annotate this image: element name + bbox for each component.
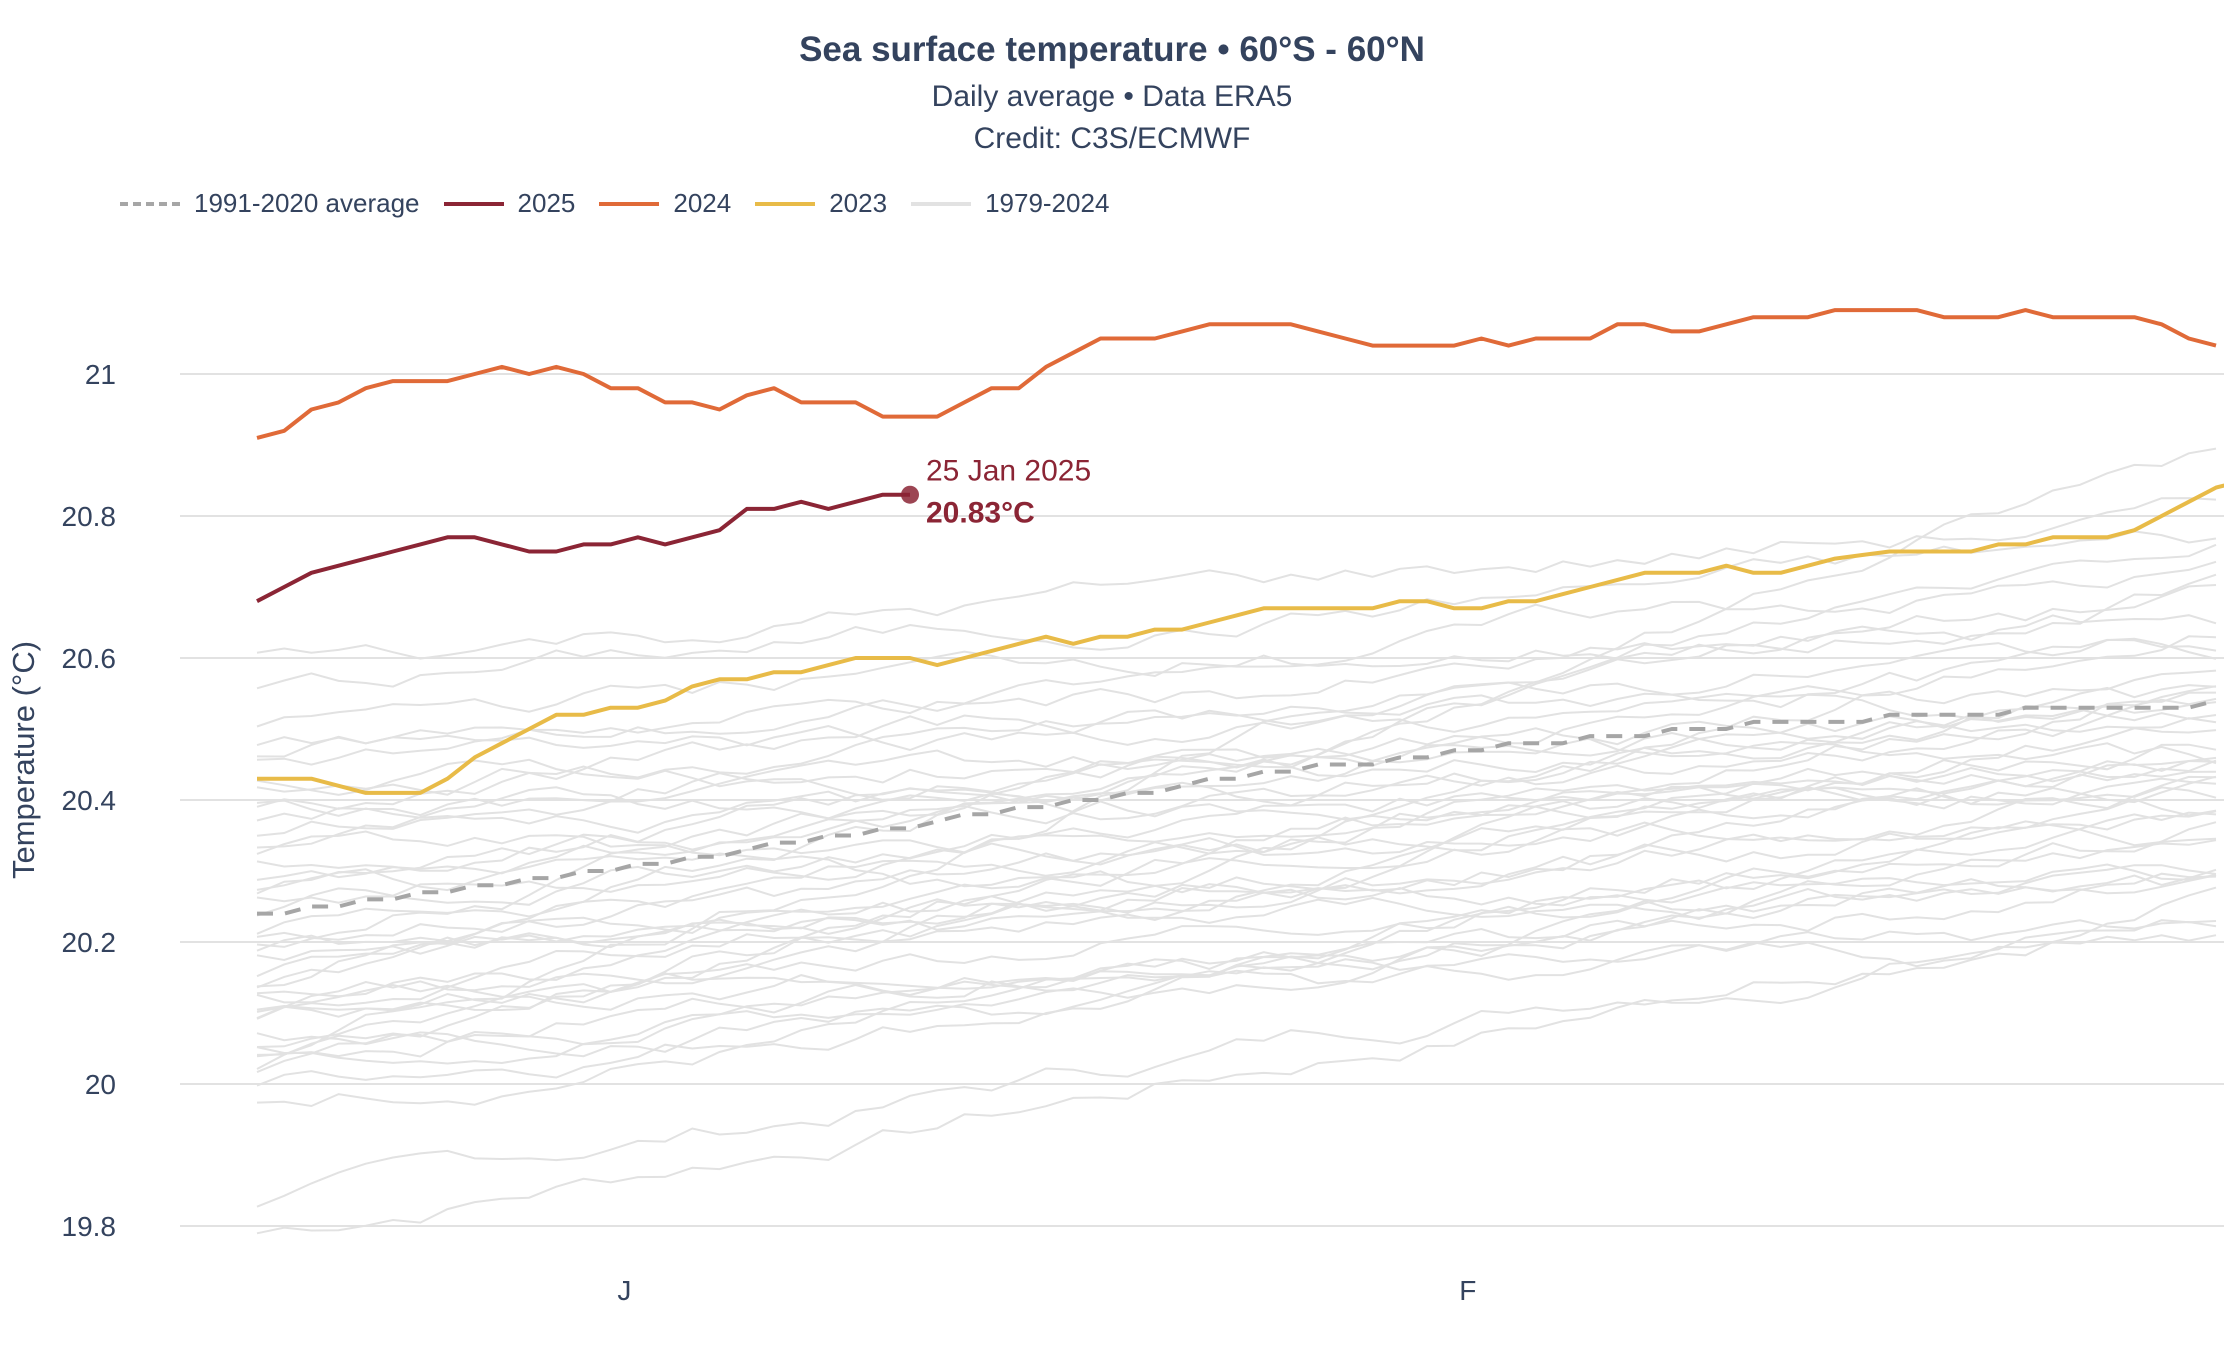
annotation-date: 25 Jan 2025 [926, 455, 1091, 488]
background-year-line [256, 770, 2217, 941]
legend-swatch-average [120, 201, 180, 206]
background-year-line [256, 573, 2217, 948]
y-tick-label: 21 [85, 359, 116, 390]
y-tick-label: 20.8 [62, 501, 117, 532]
background-year-line [256, 810, 2217, 1013]
chart-credit: Credit: C3S/ECMWF [973, 122, 1251, 155]
background-year-line [256, 919, 2217, 1235]
series-line-2023[interactable] [257, 481, 2224, 795]
background-year-line [256, 614, 2217, 766]
background-year-line [256, 811, 2217, 1020]
legend-item-1979-2024[interactable]: 1979-2024 [911, 188, 1109, 219]
background-year-line [256, 637, 2217, 796]
latest-point-marker[interactable] [901, 485, 919, 504]
highlighted-series [256, 308, 2224, 916]
background-year-line [256, 839, 2217, 1065]
legend-item-2024[interactable]: 2024 [599, 188, 731, 219]
background-year-line [256, 543, 2217, 988]
background-year-line [256, 777, 2217, 978]
axes: 19.8 20 20.2 20.4 20.6 20.8 21 J F [62, 359, 1477, 1306]
series-line-2024[interactable] [256, 308, 2217, 440]
y-tick-label: 20.6 [62, 643, 117, 674]
y-tick-label: 20 [85, 1069, 116, 1100]
background-year-line [256, 712, 2217, 895]
background-year-line [256, 743, 2217, 906]
legend-label: 1979-2024 [985, 188, 1110, 218]
background-year-line [256, 886, 2217, 1208]
background-year-lines [256, 447, 2217, 1235]
legend-label: 2023 [829, 188, 888, 218]
background-year-line [256, 717, 2217, 849]
y-tick-label: 19.8 [62, 1211, 117, 1242]
background-year-line [256, 530, 2217, 690]
chart-subtitle: Daily average • Data ERA5 [931, 80, 1293, 113]
legend-item-average[interactable]: 1991-2020 average [120, 188, 420, 219]
background-year-line [256, 584, 2217, 758]
legend-swatch-1979-2024 [911, 201, 972, 206]
y-axis-label: Temperature (°C) [6, 641, 41, 879]
annotation: 25 Jan 2025 20.83°C [901, 455, 1091, 530]
background-year-line [256, 820, 2217, 866]
background-year-line [256, 447, 2217, 1056]
background-year-line [256, 775, 2217, 1012]
annotation-value: 20.83°C [926, 497, 1035, 530]
background-year-line [256, 821, 2217, 1058]
x-tick-label: F [1459, 1275, 1476, 1306]
background-year-line [256, 727, 2217, 801]
background-year-line [256, 635, 2217, 1070]
background-year-line [256, 798, 2217, 1048]
background-year-line [256, 872, 2217, 1108]
background-year-line [256, 701, 2217, 837]
legend: 1991-2020 average 2025 2024 2023 1979-20… [120, 188, 1133, 219]
legend-label: 2024 [673, 188, 732, 218]
legend-item-2023[interactable]: 2023 [755, 188, 887, 219]
y-tick-label: 20.2 [62, 927, 117, 958]
legend-swatch-2023 [755, 201, 816, 206]
x-tick-label: J [617, 1275, 631, 1306]
background-year-line [256, 691, 2217, 1020]
background-year-line [256, 759, 2217, 989]
legend-swatch-2024 [599, 201, 660, 206]
background-year-line [256, 934, 2217, 1058]
background-year-line [256, 852, 2217, 907]
legend-label: 1991-2020 average [194, 188, 420, 218]
background-year-line [256, 919, 2217, 1011]
legend-item-2025[interactable]: 2025 [443, 188, 576, 219]
series-line-1991-2020-average[interactable] [257, 698, 2217, 916]
chart-title: Sea surface temperature • 60°S - 60°N [799, 30, 1425, 69]
legend-label: 2025 [517, 188, 576, 218]
background-year-line [256, 684, 2217, 752]
legend-swatch-2025 [443, 201, 504, 206]
y-tick-label: 20.4 [62, 785, 117, 816]
background-year-line [256, 560, 2217, 728]
background-year-line [256, 497, 2217, 660]
background-year-line [256, 868, 2217, 962]
background-year-line [256, 785, 2217, 834]
series-line-2025[interactable] [256, 492, 910, 603]
background-year-line [256, 669, 2217, 822]
